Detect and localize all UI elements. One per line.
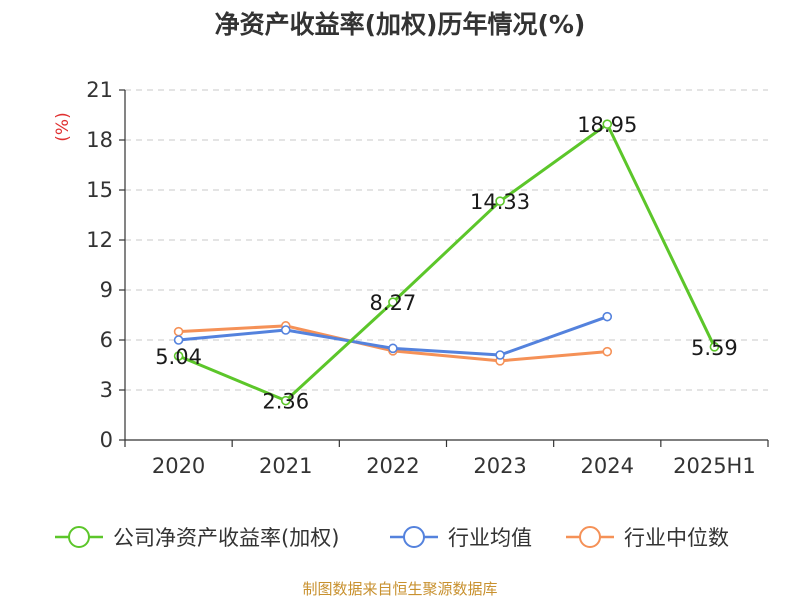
y-tick-label: 21 [86, 78, 113, 102]
y-tick-label: 9 [100, 278, 113, 302]
data-point [173, 326, 184, 337]
data-label: 5.59 [691, 336, 738, 360]
data-point [495, 350, 505, 360]
data-labels: 5.04 2.36 8.27 14.33 18.95 5.59 [155, 113, 738, 414]
data-label: 2.36 [262, 390, 309, 414]
series-line [178, 122, 716, 403]
data-point [173, 335, 184, 345]
series-lines [173, 119, 720, 406]
chart-title: 净资产收益率(加权)历年情况(%) [215, 10, 586, 39]
source-note: 制图数据来自恒生聚源数据库 [302, 580, 497, 598]
legend-item-company: 公司净资产收益率(加权) [55, 526, 339, 550]
data-label: 5.04 [155, 345, 202, 369]
y-tick-label: 3 [100, 378, 113, 402]
data-label: 18.95 [577, 113, 637, 137]
data-point [280, 325, 291, 335]
data-point [602, 311, 613, 322]
data-point [602, 119, 613, 129]
data-point [388, 297, 398, 307]
legend-item-industry-median: 行业中位数 [566, 526, 729, 550]
x-tick-label: 2020 [152, 454, 205, 478]
x-tick-label: 2023 [473, 454, 526, 478]
data-label: 8.27 [370, 291, 417, 315]
data-point [602, 346, 613, 357]
y-tick-label: 15 [86, 178, 113, 202]
y-unit-label: (%) [53, 112, 73, 141]
legend-marker-icon [579, 526, 601, 548]
legend-marker-icon [403, 526, 425, 548]
legend-label: 行业均值 [448, 526, 532, 550]
legend-label: 公司净资产收益率(加权) [113, 526, 339, 550]
data-point [280, 395, 291, 406]
legend: 公司净资产收益率(加权) 行业均值 行业中位数 [55, 526, 729, 550]
x-tick-label: 2024 [581, 454, 634, 478]
x-tick-label: 2022 [366, 454, 419, 478]
data-label: 14.33 [470, 190, 530, 214]
data-point [388, 343, 398, 354]
legend-item-industry-mean: 行业均值 [390, 526, 532, 550]
legend-marker-icon [68, 526, 90, 548]
axes: 0 3 6 9 12 15 18 21 2020 2021 2022 2023 2024 2025H1 [86, 78, 769, 478]
legend-label: 行业中位数 [624, 526, 729, 550]
data-point [173, 351, 184, 361]
y-tick-label: 6 [100, 328, 113, 352]
y-tick-label: 12 [86, 228, 113, 252]
y-tick-label: 0 [100, 428, 113, 452]
grid [125, 89, 768, 391]
x-tick-label: 2025H1 [673, 454, 756, 478]
data-point [709, 342, 720, 352]
y-tick-label: 18 [86, 128, 113, 152]
data-point [495, 196, 505, 206]
x-tick-label: 2021 [259, 454, 312, 478]
